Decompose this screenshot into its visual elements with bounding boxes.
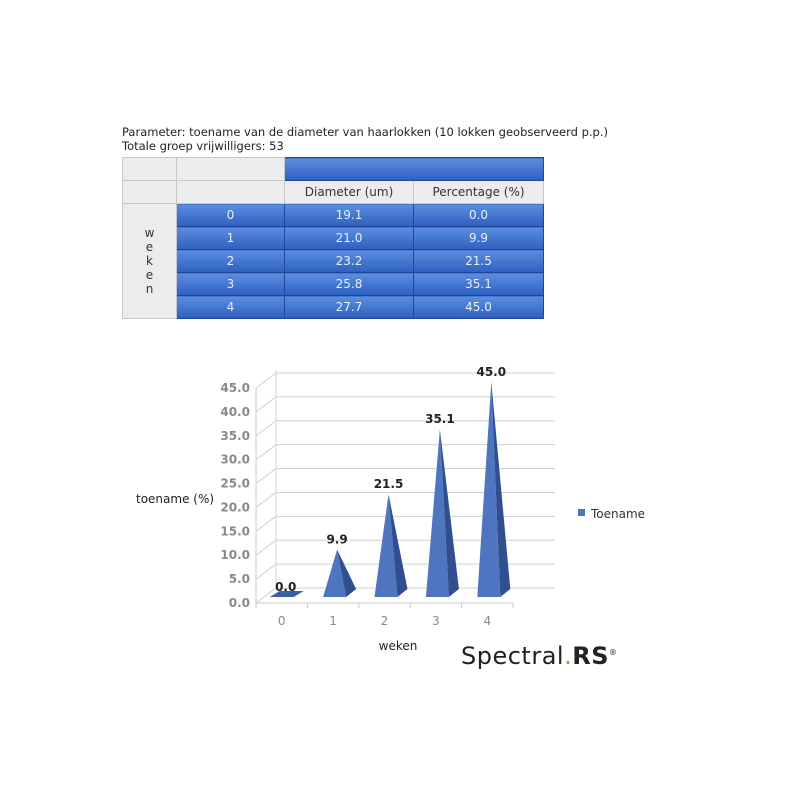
gridline-side [255,492,277,508]
y-tick-label: 20.0 [220,500,250,514]
cell-diameter: 27.7 [284,295,414,319]
cell-diameter: 21.0 [284,226,414,250]
x-tick-label: 4 [483,614,491,628]
gridline-side [255,539,277,556]
pyramid-bar [374,494,398,597]
pyramid-bar [269,591,304,597]
caption-group: Totale groep vrijwilligers: 53 [122,139,284,153]
legend-label: Toename [590,507,645,521]
gridline-side [255,468,277,484]
table-row: 2 23.2 21.5 [123,249,544,273]
data-table: Diameter (um) Percentage (%) w e k e n 0 19.1 0… [122,157,544,319]
table-row: 3 25.8 35.1 [123,272,544,296]
y-tick-label: 45.0 [220,381,250,395]
pyramid-bar [425,429,449,597]
cell-percentage: 9.9 [413,226,544,250]
table-row: 4 27.7 45.0 [123,295,544,319]
pyramid-bar [323,549,347,597]
data-label: 35.1 [425,412,455,426]
y-tick-label: 0.0 [229,596,250,610]
data-label: 9.9 [326,533,347,547]
x-tick-label: 1 [329,614,337,628]
cell-percentage: 45.0 [413,295,544,319]
y-tick-label: 40.0 [220,405,250,419]
col-header-diameter: Diameter (um) [284,180,414,204]
pyramid-bar-side [388,494,408,597]
data-label: 45.0 [476,365,506,379]
col-header-percentage: Percentage (%) [413,180,544,204]
header-band [284,157,544,181]
y-tick-label: 35.0 [220,429,250,443]
y-tick-label: 10.0 [220,548,250,562]
x-axis-title: weken [379,639,418,653]
x-tick-label: 2 [381,614,389,628]
x-tick-label: 0 [278,614,286,628]
table-row: 1 21.0 9.9 [123,226,544,250]
gridline-side [255,444,277,461]
data-label: 21.5 [374,477,404,491]
pyramid-bar [477,381,501,597]
gridline-side [255,587,277,604]
caption-parameter: Parameter: toename van de diameter van h… [122,125,609,139]
cell-percentage: 35.1 [413,272,544,296]
gridline-side [255,420,277,437]
cell-week: 3 [176,272,285,296]
x-tick-label: 3 [432,614,440,628]
pyramid-bar-side [337,549,357,597]
y-axis-title: toename (%) [136,492,214,506]
legend-swatch [578,509,585,516]
cell-diameter: 19.1 [284,203,414,227]
cell-percentage: 21.5 [413,249,544,273]
y-tick-label: 15.0 [220,524,250,538]
gridline-side [255,372,277,389]
pyramid-bar-side [439,429,459,597]
y-tick-label: 5.0 [229,572,250,586]
gridline-side [255,515,277,532]
y-tick-label: 25.0 [220,477,250,491]
cell-percentage: 0.0 [413,203,544,227]
cell-diameter: 23.2 [284,249,414,273]
cell-week: 1 [176,226,285,250]
gridline-side [255,396,277,413]
y-tick-label: 30.0 [220,453,250,467]
gridline-side [255,563,277,580]
cell-week: 4 [176,295,285,319]
spectral-rs-logo: Spectral.RS® [461,642,618,670]
data-label: 0.0 [275,580,296,594]
pyramid-bar-side [491,381,511,597]
